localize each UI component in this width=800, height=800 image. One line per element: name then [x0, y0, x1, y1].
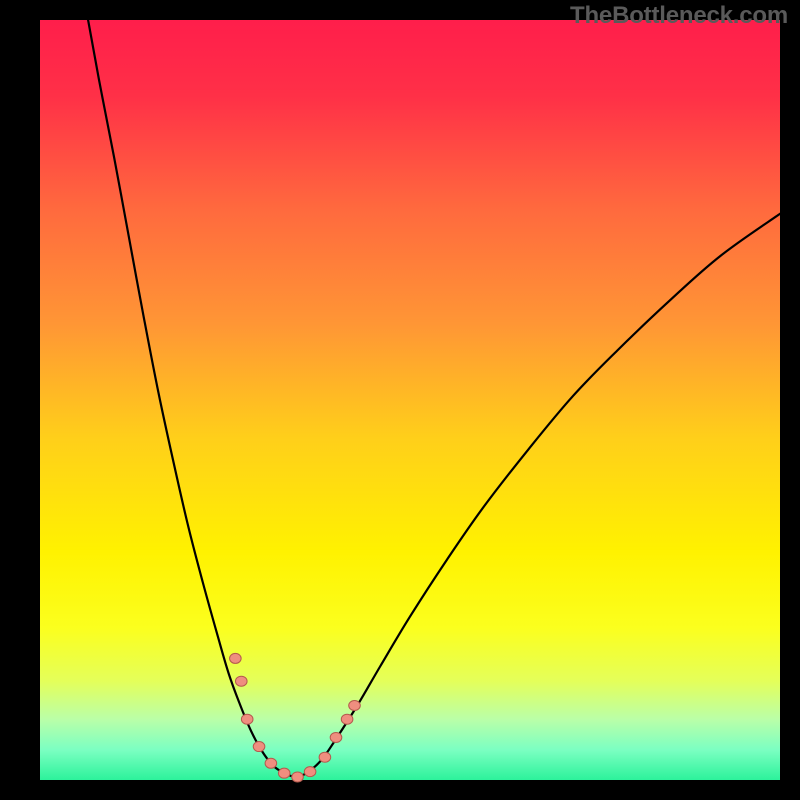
data-marker — [319, 752, 331, 762]
data-marker — [349, 701, 361, 711]
data-marker — [235, 676, 247, 686]
data-marker — [292, 772, 304, 782]
data-marker — [330, 732, 342, 742]
data-marker — [304, 767, 316, 777]
data-marker — [230, 653, 242, 663]
data-marker — [341, 714, 353, 724]
chart-canvas: TheBottleneck.com — [0, 0, 800, 800]
data-marker — [253, 742, 265, 752]
plot-background — [40, 20, 780, 780]
data-marker — [265, 758, 277, 768]
chart-svg — [0, 0, 800, 800]
data-marker — [241, 714, 253, 724]
data-marker — [278, 768, 290, 778]
